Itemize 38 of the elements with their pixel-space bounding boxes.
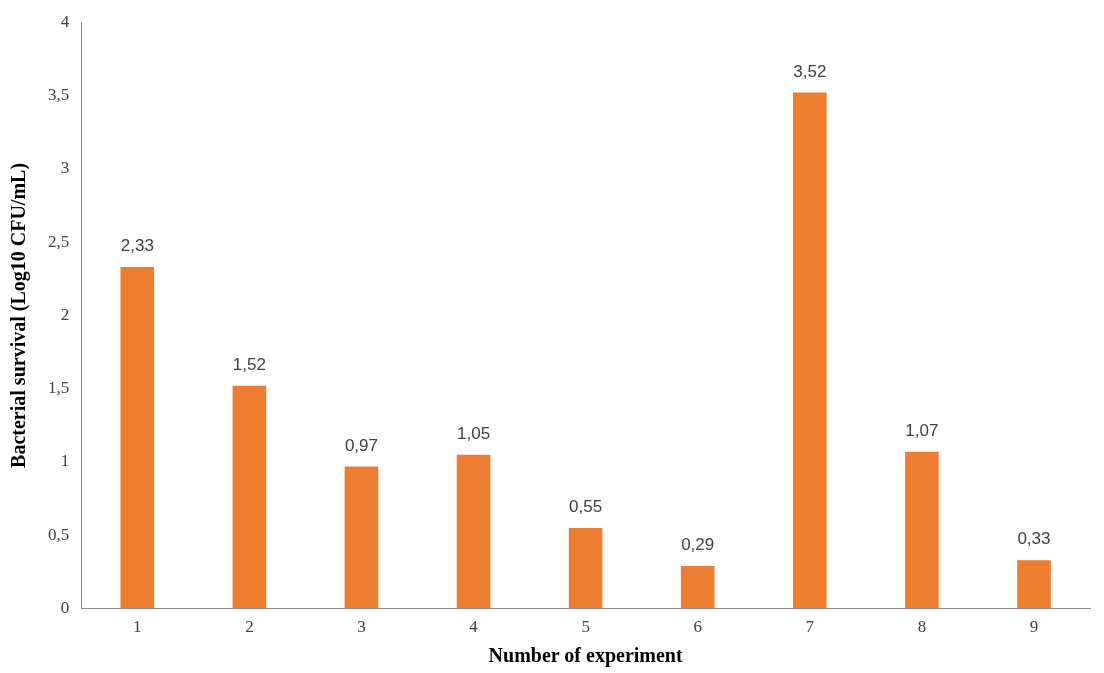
x-tick-label: 7 [805, 617, 815, 637]
bar [1017, 560, 1051, 609]
y-axis-title: Bacterial survival (Log10 CFU/mL) [7, 162, 31, 468]
data-label: 0,55 [569, 497, 603, 517]
y-tick-label: 3 [60, 158, 70, 178]
x-axis-title: Number of experiment [488, 644, 683, 668]
x-tick-label: 8 [917, 617, 927, 637]
data-label: 2,33 [120, 236, 154, 256]
bar [344, 466, 379, 609]
x-tick-label: 2 [245, 617, 254, 637]
data-label: 0,97 [344, 435, 379, 455]
bar [456, 454, 491, 609]
data-label: 0,29 [681, 535, 715, 555]
data-label: 0,33 [1017, 529, 1051, 549]
y-tick-label: 0,5 [48, 524, 70, 544]
x-tick-label: 5 [581, 617, 590, 637]
y-tick-label: 4 [60, 11, 70, 31]
y-tick-label: 2 [60, 304, 70, 324]
bar [792, 92, 827, 609]
y-tick-label: 3,5 [48, 84, 70, 104]
data-label: 1,52 [232, 354, 266, 374]
data-label: 1,07 [905, 420, 939, 440]
y-tick-label: 1,5 [48, 378, 70, 398]
bar [568, 527, 603, 609]
x-tick-label: 9 [1029, 617, 1039, 637]
bar [232, 385, 267, 609]
bar [120, 267, 155, 609]
x-tick-label: 6 [693, 617, 702, 637]
x-tick-label: 4 [469, 617, 479, 637]
bar [680, 566, 715, 609]
x-tick-label: 3 [357, 617, 366, 637]
y-tick-label: 0 [60, 598, 70, 618]
x-tick-label: 1 [133, 617, 142, 637]
data-label: 3,52 [793, 61, 827, 81]
y-tick-label: 2,5 [48, 231, 70, 251]
data-label: 1,05 [456, 423, 491, 443]
y-tick-label: 1 [60, 451, 70, 471]
bar [905, 451, 939, 609]
